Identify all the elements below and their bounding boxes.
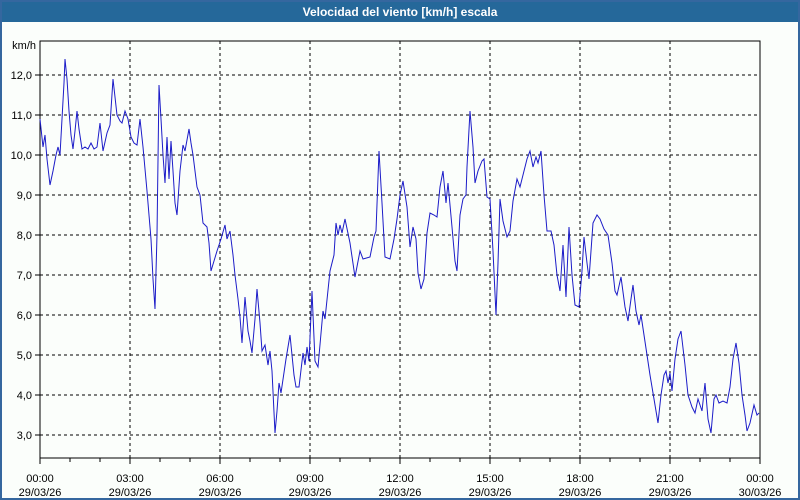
x-tick-time-label: 15:00 bbox=[476, 473, 504, 485]
x-tick-date-label: 29/03/26 bbox=[289, 487, 332, 498]
x-tick-time-label: 09:00 bbox=[296, 473, 324, 485]
y-tick-label: 10,0 bbox=[11, 150, 32, 162]
x-tick-time-label: 03:00 bbox=[116, 473, 144, 485]
y-tick-label: 4,0 bbox=[17, 390, 32, 402]
y-tick-label: 9,0 bbox=[17, 190, 32, 202]
plot-border bbox=[39, 40, 761, 459]
y-tick-label: 5,0 bbox=[17, 350, 32, 362]
y-tick-label: 12,0 bbox=[11, 70, 32, 82]
x-tick-time-label: 00:00 bbox=[26, 473, 54, 485]
x-tick-time-label: 21:00 bbox=[656, 473, 684, 485]
y-tick-label: 3,0 bbox=[17, 430, 32, 442]
y-tick-label: 7,0 bbox=[17, 270, 32, 282]
x-tick-date-label: 30/03/26 bbox=[739, 487, 782, 498]
y-tick-label: 11,0 bbox=[11, 110, 32, 122]
x-tick-time-label: 18:00 bbox=[566, 473, 594, 485]
y-tick-label: 6,0 bbox=[17, 310, 32, 322]
y-axis-unit-label: km/h bbox=[12, 40, 36, 52]
x-tick-date-label: 29/03/26 bbox=[649, 487, 692, 498]
x-tick-date-label: 29/03/26 bbox=[379, 487, 422, 498]
x-tick-date-label: 29/03/26 bbox=[199, 487, 242, 498]
chart-area: 3,0 4,0 5,0 6,0 7,0 8,0 9,0 10,0 11,0 12,0 00:00 29… bbox=[2, 22, 798, 498]
x-tick-time-label: 00:00 bbox=[746, 473, 774, 485]
wind-speed-line-chart: 3,0 4,0 5,0 6,0 7,0 8,0 9,0 10,0 11,0 12,0 00:00 29… bbox=[11, 40, 782, 498]
x-tick-date-label: 29/03/26 bbox=[19, 487, 62, 498]
x-tick-time-label: 06:00 bbox=[206, 473, 234, 485]
x-tick-date-label: 29/03/26 bbox=[469, 487, 512, 498]
chart-title-bar: Velocidad del viento [km/h] escala bbox=[2, 2, 798, 22]
x-tick-time-label: 12:00 bbox=[386, 473, 414, 485]
y-tick-label: 8,0 bbox=[17, 230, 32, 242]
chart-title: Velocidad del viento [km/h] escala bbox=[302, 5, 498, 19]
x-tick-date-label: 29/03/26 bbox=[109, 487, 152, 498]
wind-speed-series-line bbox=[39, 58, 760, 434]
x-tick-date-label: 29/03/26 bbox=[559, 487, 602, 498]
